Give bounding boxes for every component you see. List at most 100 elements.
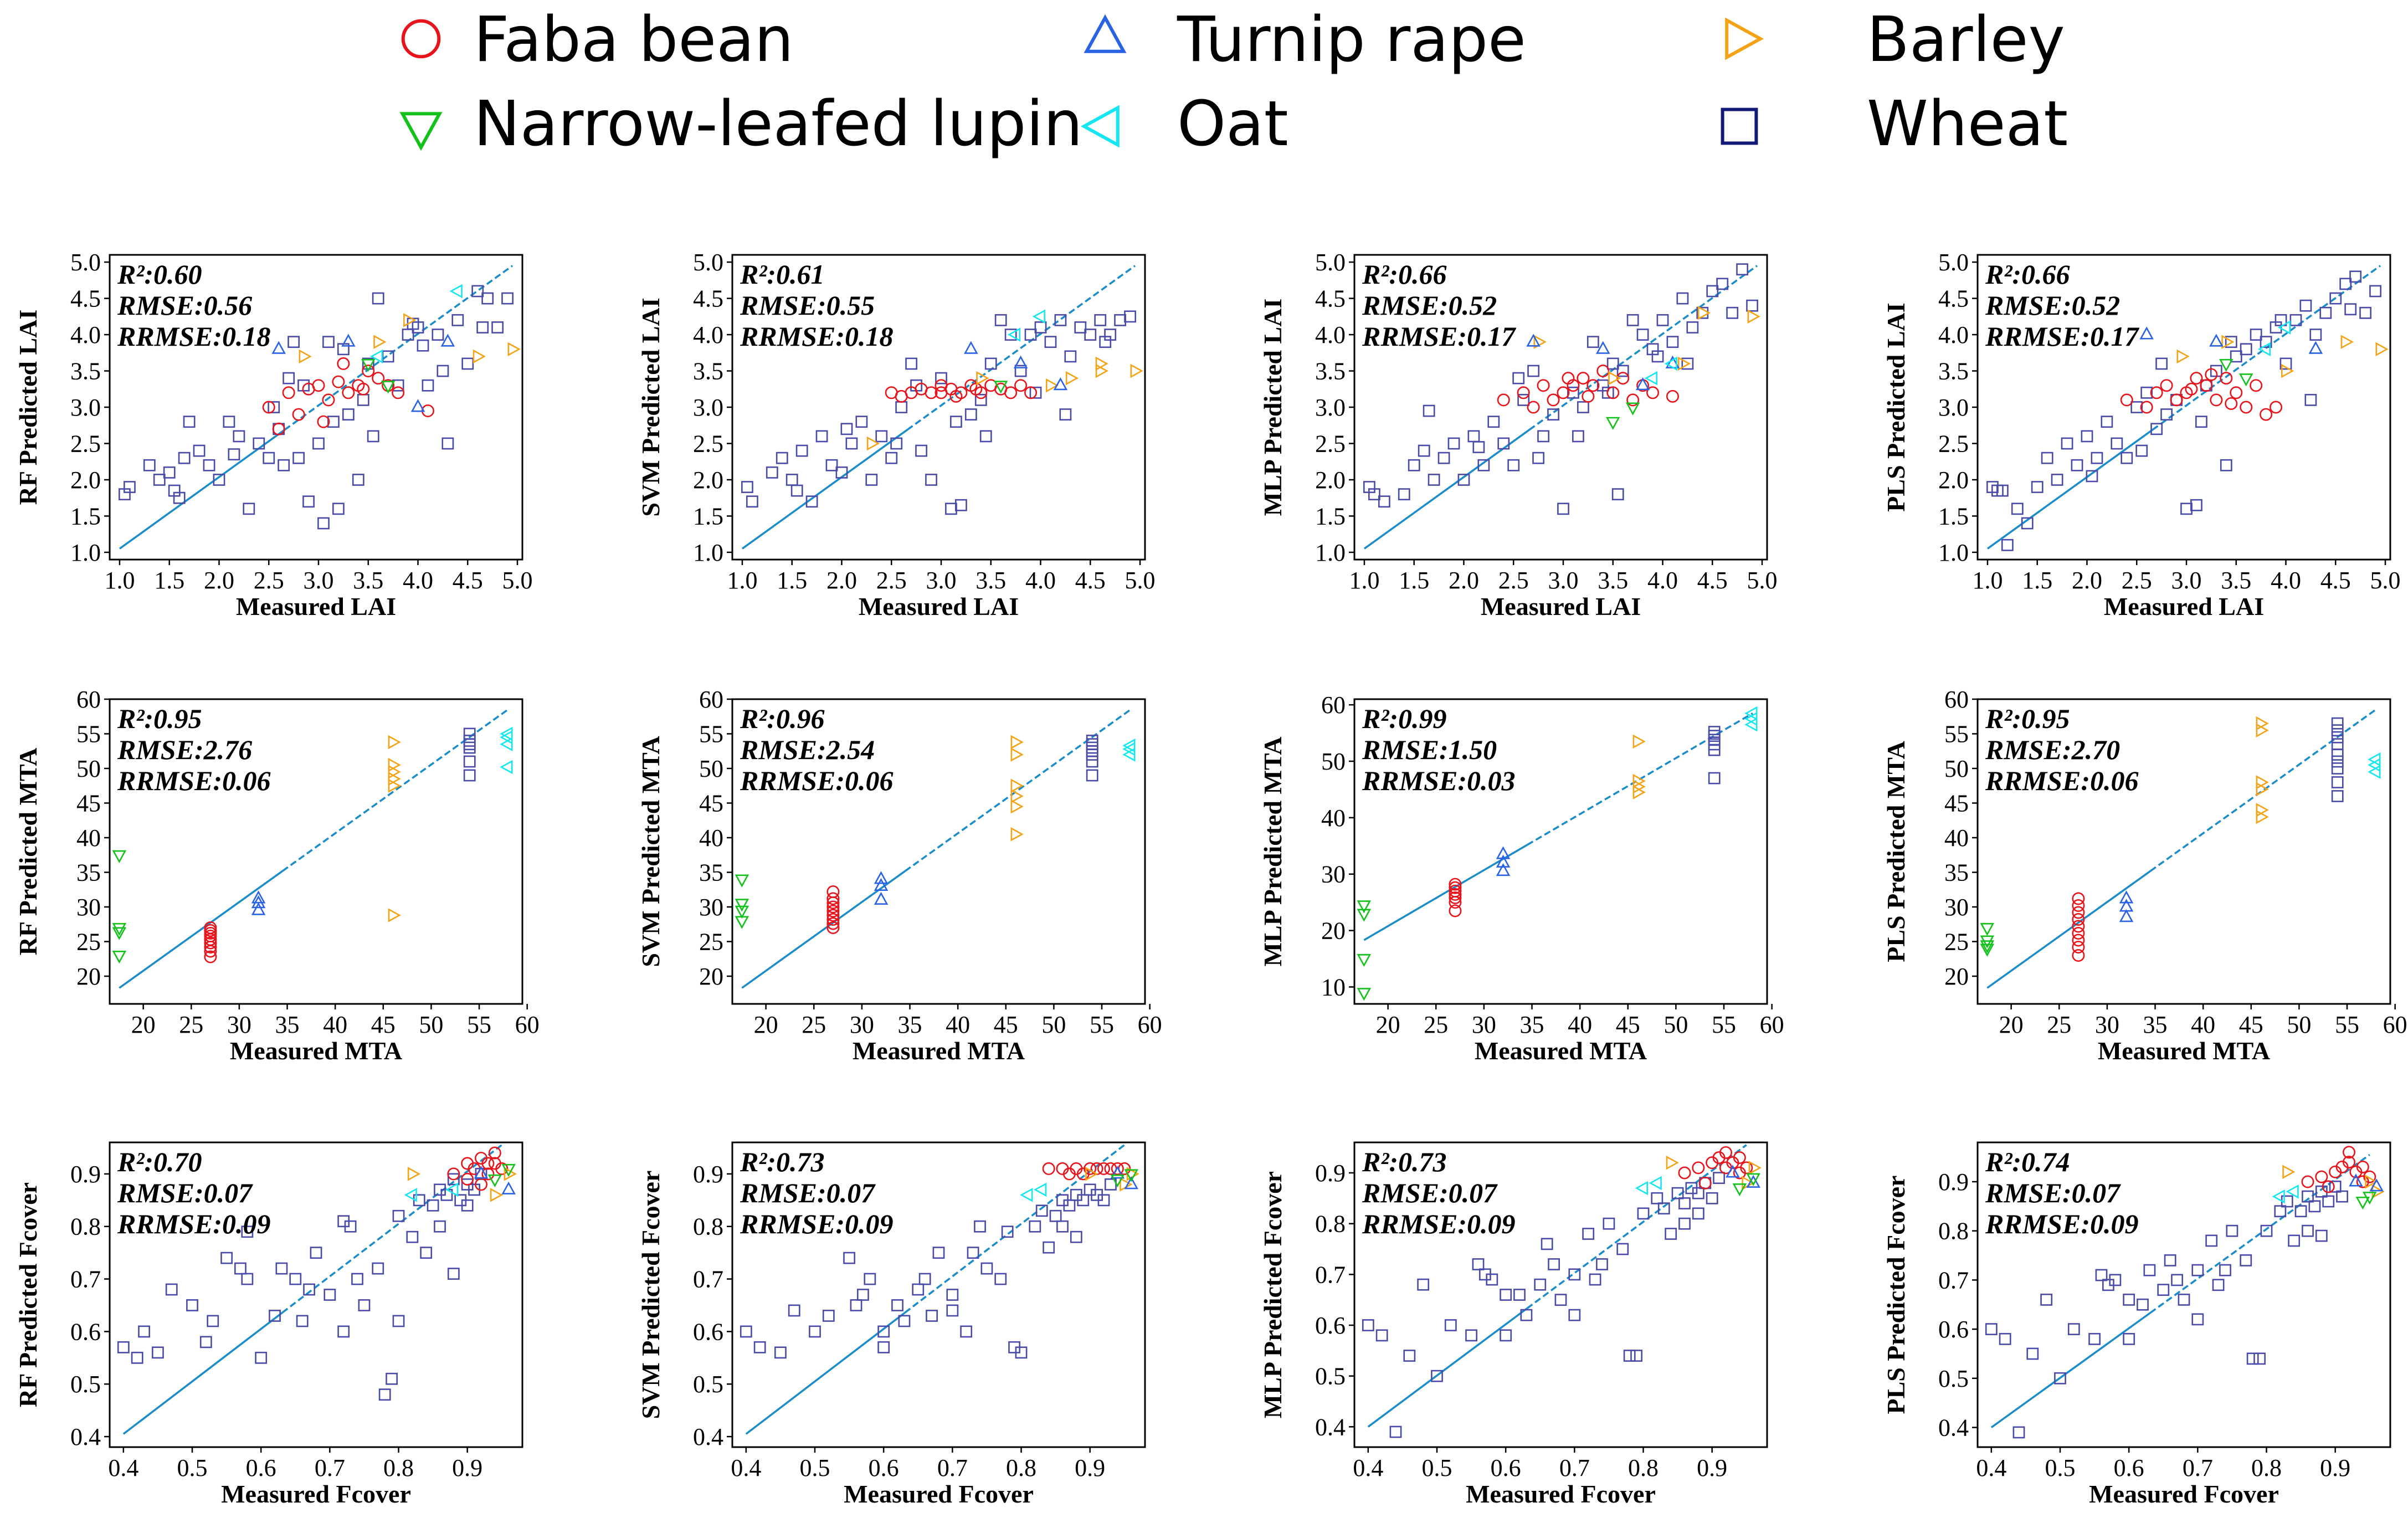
wheat-point: [406, 1230, 419, 1243]
scatter-panel: 20 25 30 35 40 45 50 55 60 20 25 30 35 40 45 50 55 60 Meas…: [1882, 686, 2407, 1065]
y-tick-label: 1.0: [1938, 539, 1969, 566]
barley-point: [388, 778, 401, 793]
wheat-point: [1500, 1329, 1512, 1342]
plot-area: [117, 1144, 517, 1435]
x-tick-label: 0.9: [1075, 1454, 1105, 1481]
wheat-point: [932, 1247, 945, 1259]
wheat-point: [877, 1341, 890, 1353]
wheat-point: [2331, 790, 2344, 802]
faba-point: [1586, 379, 1600, 392]
y-tick-label: 2.5: [1315, 430, 1346, 457]
y-tick-label: 2.0: [1938, 466, 1969, 494]
wheat-point: [2001, 539, 2014, 551]
x-tick-label: 0.9: [452, 1454, 482, 1481]
x-tick-label: 55: [2335, 1011, 2359, 1038]
wheat-point: [2339, 278, 2352, 290]
stat-label: R²:0.61: [740, 259, 825, 290]
wheat-point: [491, 321, 504, 334]
x-tick-label: 0.8: [2251, 1454, 2282, 1481]
y-tick-label: 0.6: [1938, 1316, 1969, 1343]
stat-label: RRMSE:0.18: [117, 321, 270, 352]
turnip-point: [1496, 854, 1511, 868]
barley-point: [2256, 809, 2269, 824]
turnip-point: [474, 1166, 489, 1179]
fit-line: [122, 1311, 283, 1435]
faba-point: [2315, 1170, 2328, 1183]
faba-point: [2072, 892, 2085, 905]
wheat-point: [2226, 1224, 2238, 1237]
faba-point: [2072, 941, 2085, 954]
wheat-point: [241, 1226, 254, 1238]
y-tick-label: 3.5: [70, 358, 101, 385]
x-tick-label: 60: [2383, 1011, 2407, 1038]
wheat-point: [1001, 1226, 1014, 1238]
wheat-point: [960, 1325, 973, 1338]
oat-point: [1020, 1188, 1033, 1202]
x-tick-label: 3.0: [303, 567, 333, 594]
fit-line: [1986, 870, 2152, 989]
legend-item: Faba bean: [401, 4, 794, 76]
wheat-point: [463, 738, 476, 751]
faba-point: [1449, 904, 1462, 917]
x-tick-label: 0.8: [383, 1454, 414, 1481]
y-tick-label: 3.0: [693, 394, 723, 421]
wheat-point: [2240, 1254, 2252, 1267]
x-tick-label: 20: [1999, 1011, 2024, 1038]
x-tick-label: 35: [2143, 1011, 2168, 1038]
wheat-point: [1651, 1192, 1663, 1204]
wheat-point: [1418, 444, 1430, 457]
lupin-point: [1110, 1174, 1125, 1188]
lupin-point: [1357, 900, 1372, 914]
turnip-point: [1596, 341, 1610, 354]
wheat-point: [432, 329, 444, 341]
wheat-point: [441, 437, 454, 450]
y-tick-label: 45: [1944, 790, 1969, 817]
stat-label: RRMSE:0.09: [117, 1208, 270, 1239]
faba-point: [1557, 386, 1570, 399]
wheat-point: [954, 499, 967, 511]
x-tick-label: 1.5: [1399, 567, 1429, 594]
faba-point: [1698, 1176, 1712, 1189]
y-tick-label: 0.9: [693, 1161, 723, 1188]
triangle-left-legend-icon: [1080, 105, 1120, 148]
scatter-panel: 0.4 0.5 0.6 0.7 0.8 0.9 0.4 0.5 0.6 0.7 0.8 0.9 Meas…: [1259, 1141, 1768, 1508]
y-tick-label: 45: [699, 790, 723, 817]
wheat-point: [1547, 408, 1559, 421]
wheat-point: [1423, 404, 1435, 417]
wheat-point: [2246, 1352, 2259, 1365]
y-tick-label: 0.4: [693, 1423, 723, 1450]
faba-point: [2072, 920, 2085, 933]
wheat-point: [1678, 1197, 1691, 1209]
x-tick-label: 4.0: [1025, 567, 1056, 594]
wheat-point: [153, 474, 166, 486]
wheat-point: [1985, 1323, 1998, 1335]
wheat-point: [186, 1299, 198, 1311]
y-tick-label: 30: [1944, 894, 1969, 921]
wheat-point: [1417, 1278, 1430, 1291]
y-tick-label: 60: [1944, 686, 1969, 713]
plot-frame: [109, 698, 523, 1005]
x-tick-label: 0.9: [2320, 1454, 2350, 1481]
wheat-point: [471, 285, 484, 298]
wheat-point: [386, 1372, 398, 1385]
fit-line-dashed: [904, 1144, 1125, 1314]
turnip-point: [440, 334, 455, 347]
legend-item: Oat: [1080, 88, 1288, 160]
barley-point: [1045, 378, 1059, 393]
wheat-point: [891, 1299, 903, 1311]
faba-point: [949, 389, 963, 403]
wheat-point: [865, 474, 878, 486]
wheat-point: [1064, 350, 1077, 363]
wheat-point: [434, 1220, 446, 1233]
x-axis-title: Measured LAI: [1481, 592, 1641, 621]
lupin-point: [2219, 358, 2234, 372]
faba-point: [826, 909, 840, 922]
x-tick-label: 4.5: [1697, 567, 1728, 594]
wheat-point: [2329, 292, 2342, 305]
faba-point: [1076, 1167, 1090, 1181]
wheat-point: [1403, 1350, 1416, 1362]
x-tick-label: 2.5: [1498, 567, 1529, 594]
circle-legend-icon: [401, 19, 441, 59]
faba-point: [372, 372, 385, 385]
faba-point: [1537, 379, 1550, 392]
